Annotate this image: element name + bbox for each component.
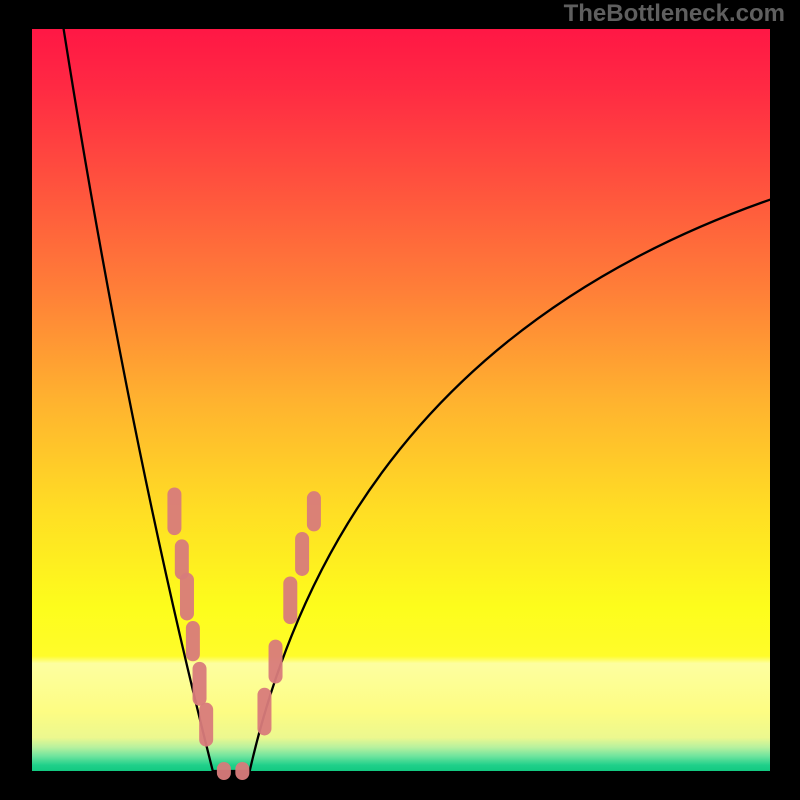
data-marker [257, 688, 271, 736]
bottleneck-curve-svg [0, 0, 800, 800]
data-marker [217, 762, 231, 780]
data-marker [283, 577, 297, 625]
bottleneck-curve [58, 0, 770, 771]
data-marker [199, 703, 213, 747]
watermark-text: TheBottleneck.com [564, 0, 785, 28]
data-marker [167, 487, 181, 535]
data-marker [186, 621, 200, 661]
data-marker [235, 762, 249, 780]
data-marker [193, 662, 207, 706]
data-marker [269, 640, 283, 684]
data-marker [180, 573, 194, 621]
data-marker [295, 532, 309, 576]
data-marker [307, 491, 321, 531]
